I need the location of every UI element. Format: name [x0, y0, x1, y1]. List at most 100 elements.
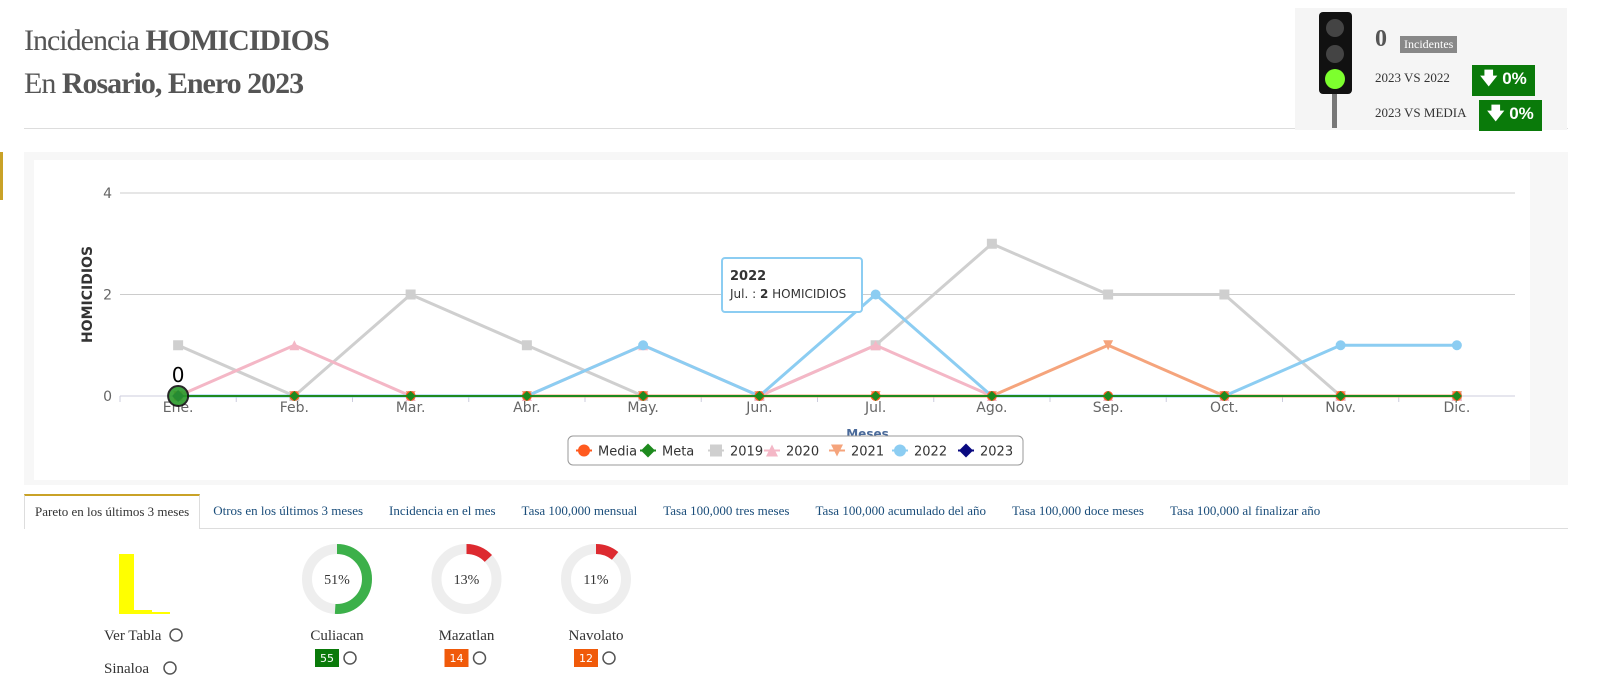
pareto-bar — [152, 612, 170, 614]
legend-item[interactable]: 2019 — [708, 444, 763, 460]
legend-symbol — [641, 443, 655, 458]
point — [1219, 391, 1230, 401]
point — [1103, 289, 1114, 300]
legend-label: 2022 — [914, 445, 947, 460]
tooltip-unit: HOMICIDIOS — [768, 287, 846, 301]
tab[interactable]: Incidencia en el mes — [389, 503, 496, 518]
tab[interactable]: Tasa 100,000 acumulado del año — [815, 503, 987, 518]
link-icon — [163, 661, 177, 675]
x-tick-label: Mar. — [396, 400, 426, 416]
count-badge[interactable]: 55 — [315, 649, 357, 667]
x-tick-label: Nov. — [1325, 400, 1356, 416]
point — [1219, 289, 1230, 300]
link-icon — [169, 628, 183, 642]
legend-label: Media — [598, 445, 637, 460]
title: Incidencia HOMICIDIOS — [24, 24, 330, 58]
legend-label: Meta — [662, 445, 694, 460]
x-tick-label: Dic. — [1443, 400, 1470, 416]
point — [710, 444, 722, 457]
link[interactable]: Sinaloa — [104, 661, 177, 677]
point — [521, 340, 532, 351]
data-label: 0 — [172, 363, 185, 387]
compare-label: 2023 VS MEDIA — [1375, 105, 1467, 120]
plot-bg — [34, 160, 1530, 480]
count-bg — [444, 649, 469, 667]
traffic-light — [1319, 12, 1352, 128]
legend-item[interactable]: 2023 — [958, 443, 1013, 460]
tab[interactable]: Otros en los últimos 3 meses — [213, 503, 364, 518]
point — [1103, 391, 1114, 401]
donut-label: 11% — [583, 573, 608, 588]
count-icon — [472, 651, 487, 665]
legend: Media Meta 2019 2020 2021 2022 2023 — [567, 435, 1024, 466]
y-tick-label: 2 — [103, 288, 112, 304]
count-bg — [315, 649, 339, 667]
count-icon — [602, 651, 616, 665]
compare-badge: 🡇 0% — [1472, 65, 1535, 96]
count-value: 14 — [450, 652, 464, 665]
donut-arc — [561, 544, 631, 614]
tab[interactable]: Tasa 100,000 al finalizar año — [1169, 503, 1321, 518]
divider — [24, 128, 1568, 129]
point — [521, 391, 532, 401]
donut-label: 51% — [324, 573, 350, 588]
point — [894, 444, 906, 457]
point — [1335, 391, 1346, 401]
legend-item[interactable]: Meta — [640, 443, 694, 460]
y-axis-title: HOMICIDIOS — [80, 246, 96, 343]
donut-arc — [302, 544, 372, 614]
title-strong: HOMICIDIOS — [145, 24, 329, 57]
legend-item[interactable]: Media — [576, 444, 637, 460]
count-badge[interactable]: 12 — [574, 649, 616, 667]
x-tick-label: Jul. — [864, 400, 886, 416]
count-badge[interactable]: 14 — [444, 649, 487, 667]
legend-label: 2023 — [980, 445, 1013, 460]
donut-arc — [431, 544, 502, 614]
legend-item[interactable]: 2020 — [764, 444, 819, 460]
side-accent — [0, 152, 3, 200]
legend-item[interactable]: 2021 — [829, 444, 884, 460]
count-label: Incidentes — [1400, 36, 1458, 53]
tooltip-value: 2 — [760, 287, 768, 301]
point — [870, 391, 881, 401]
compare-badge: 🡇 0% — [1479, 100, 1542, 131]
x-tick-label: Feb. — [280, 400, 309, 416]
tooltip-box — [721, 257, 863, 313]
link[interactable]: Ver Tabla — [104, 628, 183, 644]
donut-name: Culiacan — [310, 628, 364, 644]
x-tick-label: Oct. — [1210, 400, 1239, 416]
point — [870, 289, 881, 300]
subtitle: En Rosario, Enero 2023 — [24, 67, 304, 101]
tooltip: 2022 Jul. : 2 HOMICIDIOS — [721, 257, 863, 313]
point — [1451, 340, 1462, 351]
point — [638, 391, 649, 401]
y-tick-label: 0 — [103, 389, 112, 405]
count-value: 55 — [320, 652, 334, 665]
legend-symbol — [766, 444, 778, 457]
subtitle-prefix: En — [24, 67, 62, 100]
y-tick-label: 4 — [103, 186, 112, 202]
pareto-bar — [119, 554, 134, 614]
title-prefix: Incidencia — [24, 24, 146, 57]
compare-label: 2023 VS 2022 — [1375, 70, 1450, 85]
tab[interactable]: Tasa 100,000 mensual — [521, 503, 638, 518]
point — [870, 340, 881, 351]
pareto-bar — [134, 610, 152, 614]
compare-value: 0% — [1509, 104, 1534, 123]
tooltip-body: Jul. : 2 HOMICIDIOS — [729, 287, 846, 301]
tab[interactable]: Tasa 100,000 doce meses — [1012, 503, 1144, 518]
legend-item[interactable]: 2022 — [892, 444, 947, 460]
point — [289, 391, 300, 401]
x-tick-label: Ene. — [163, 400, 194, 416]
legend-label: 2021 — [851, 445, 884, 460]
tab[interactable]: Pareto en los últimos 3 meses — [24, 494, 201, 529]
point — [986, 391, 997, 401]
point — [405, 391, 416, 401]
point — [638, 340, 649, 351]
pareto-panel: Ver Tabla Sinaloa 51% Culiacan 55 13% Mazatlan… — [104, 544, 631, 677]
tooltip-title: 2022 — [730, 269, 766, 284]
x-tick-label: Jun. — [745, 400, 772, 416]
highlight — [167, 385, 190, 407]
count-value: 12 — [579, 652, 593, 665]
tab[interactable]: Tasa 100,000 tres meses — [663, 503, 790, 518]
